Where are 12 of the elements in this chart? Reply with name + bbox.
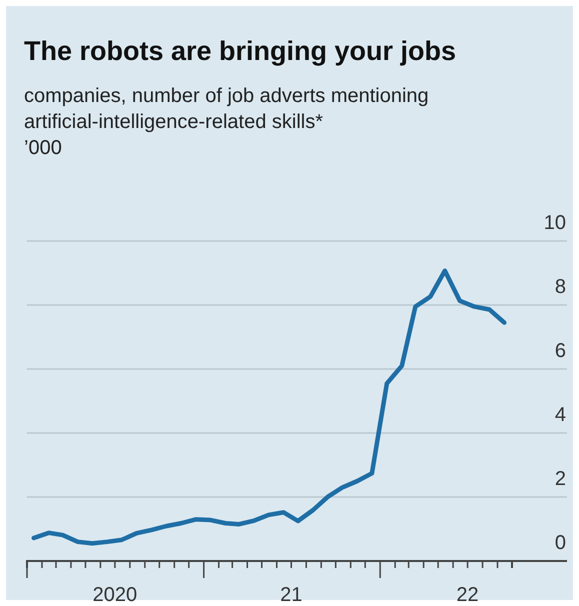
chart-subtitle: companies, number of job adverts mentioning artificial-intelligence-related skills* [24,85,429,133]
y-tick-label: 4 [554,404,566,426]
x-tick-label: 21 [280,584,302,606]
x-tick-label: 22 [456,584,479,606]
y-tick-label: 6 [554,340,566,362]
y-axis-title: ’000 [24,137,62,159]
y-tick-label: 2 [554,468,566,490]
chart-title: The robots are bringing your jobs [24,36,456,66]
x-tick-label: 2020 [92,584,138,606]
y-tick-label: 10 [544,212,566,234]
y-tick-label: 0 [554,532,566,554]
y-tick-label: 8 [554,276,566,298]
